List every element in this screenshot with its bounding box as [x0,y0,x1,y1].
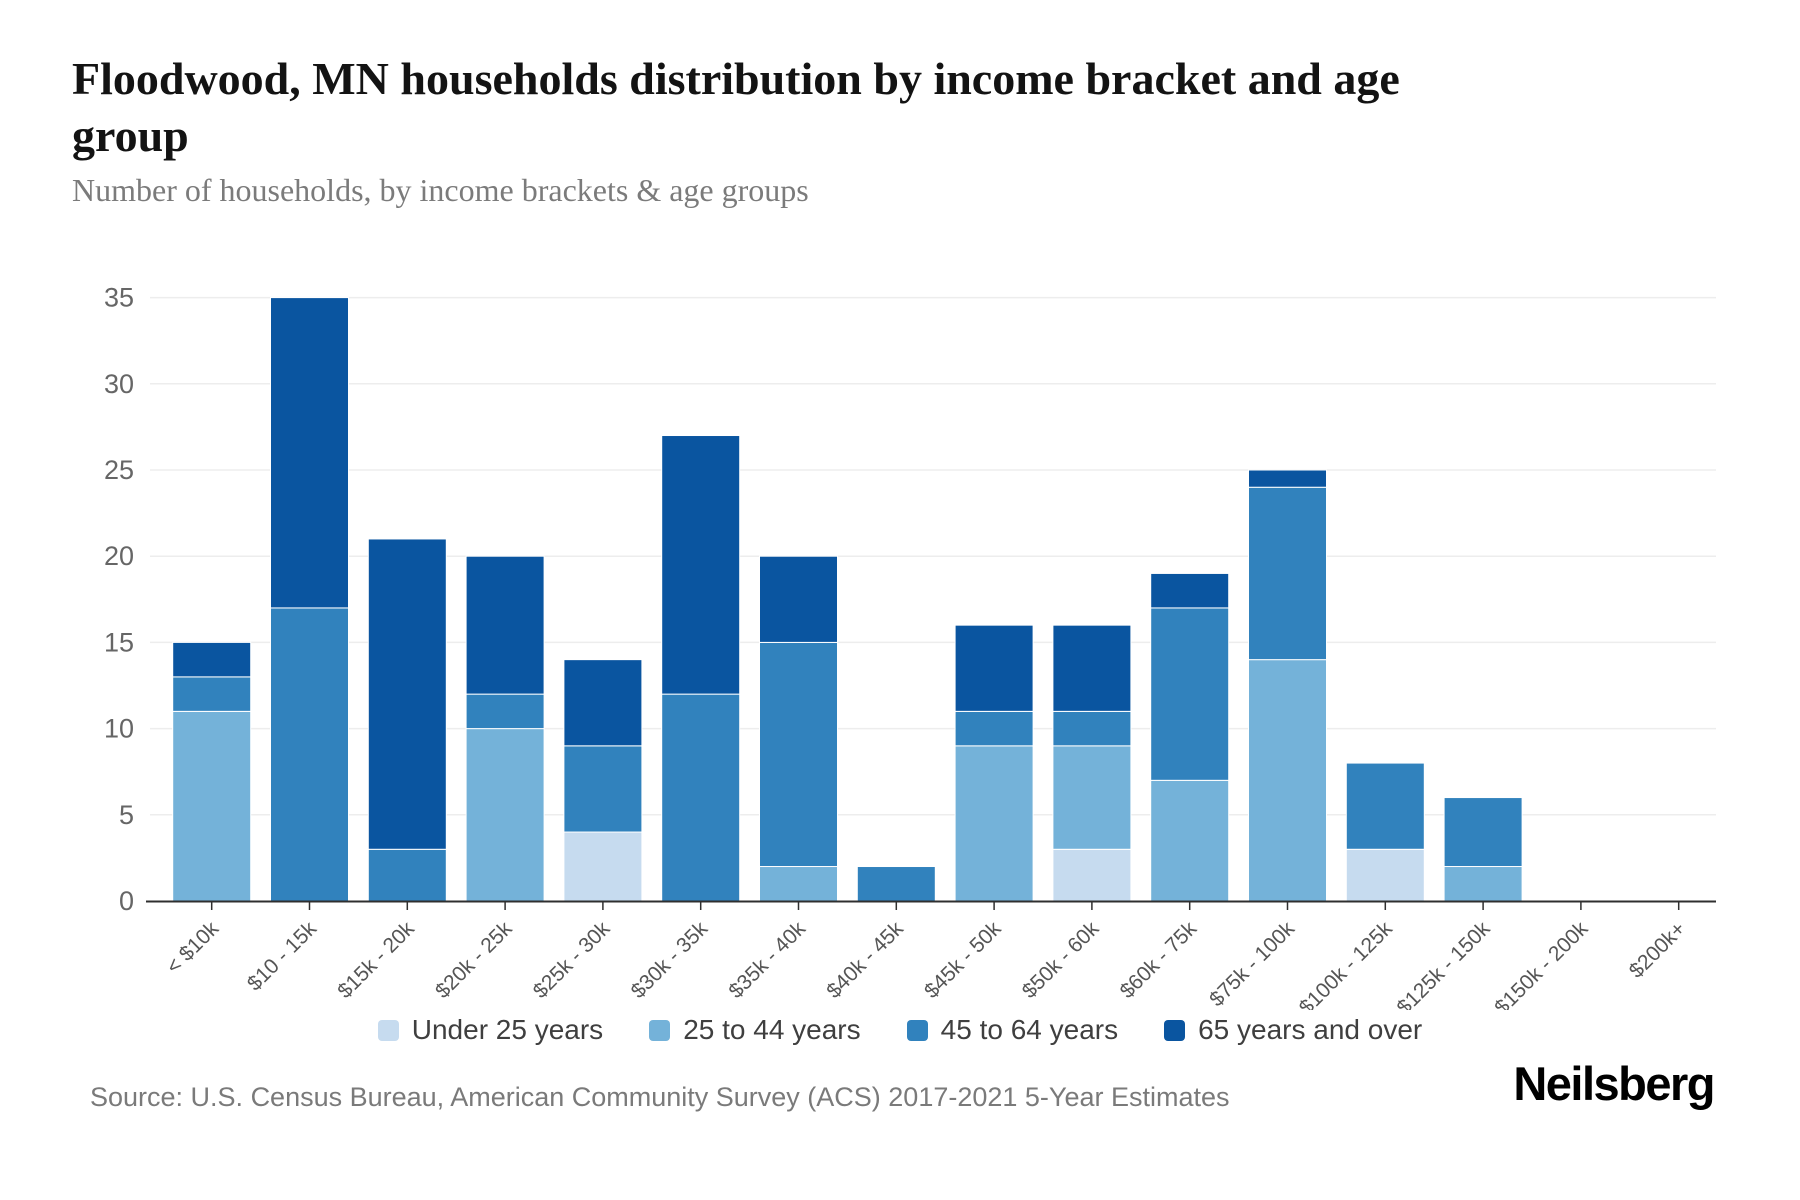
x-axis-category-label: $10 - 15k [243,917,322,996]
bar-segment-$35k - 40k-45 to 64 years[interactable] [759,641,838,868]
bar-segment-$10 - 15k-65 years and over[interactable] [270,297,349,609]
bar-segment-$30k - 35k-45 to 64 years[interactable] [661,693,741,902]
bar-segment-$60k - 75k-45 to 64 years[interactable] [1150,607,1230,781]
bar-segment-$75k - 100k-45 to 64 years[interactable] [1248,486,1327,661]
bar-segment-$45k - 50k-65 years and over[interactable] [954,624,1034,712]
bar-segment-$15k - 20k-65 years and over[interactable] [367,538,447,850]
y-axis-tick-label: 25 [104,455,134,485]
legend-item-25 to 44 years[interactable]: 25 to 44 years [649,1014,861,1046]
y-axis-tick-label: 20 [104,541,134,571]
bar-segment-$100k - 125k-45 to 64 years[interactable] [1345,762,1425,850]
legend-label: 65 years and over [1198,1014,1423,1045]
bar-segment-$20k - 25k-65 years and over[interactable] [465,555,545,695]
brand-logo: Neilsberg [1513,1057,1715,1110]
bar-segment-$40k - 45k-45 to 64 years[interactable] [856,866,936,902]
legend-label: 45 to 64 years [940,1014,1119,1045]
legend-label: 25 to 44 years [683,1014,861,1045]
legend-swatch-icon [1164,1019,1186,1041]
bar-segment-$100k - 125k-Under 25 years[interactable] [1345,848,1425,902]
chart-title: Floodwood, MN households distribution by… [72,53,1400,162]
x-axis-category-label: < $10k [162,917,224,979]
x-axis-category-label: $30k - 35k [627,917,713,1003]
legend-swatch-icon [649,1019,671,1041]
y-axis-tick-label: 15 [104,627,134,657]
bar-segment-< $10k-45 to 64 years[interactable] [172,676,252,712]
legend-item-45 to 64 years[interactable]: 45 to 64 years [906,1014,1119,1046]
legend-swatch-icon [377,1019,399,1041]
bar-segment-< $10k-25 to 44 years[interactable] [172,710,252,902]
bar-segment-$10 - 15k-45 to 64 years[interactable] [270,607,349,902]
bar-segment-$30k - 35k-65 years and over[interactable] [661,435,741,695]
bar-segment-$125k - 150k-25 to 44 years[interactable] [1443,866,1523,902]
bar-segment-< $10k-65 years and over[interactable] [172,641,252,678]
legend: Under 25 years 25 to 44 years 45 to 64 yea… [0,1014,1800,1046]
bar-segment-$35k - 40k-65 years and over[interactable] [759,555,838,643]
bar-segment-$60k - 75k-65 years and over[interactable] [1150,572,1230,609]
legend-swatch-icon [906,1019,928,1041]
x-axis-category-label: $15k - 20k [333,917,419,1003]
bar-segment-$75k - 100k-25 to 44 years[interactable] [1248,659,1327,902]
x-axis-category-label: $35k - 40k [724,917,810,1003]
x-axis-category-label: $50k - 60k [1018,917,1104,1003]
y-axis-tick-label: 0 [119,886,134,916]
x-axis-category-label: $45k - 50k [920,917,1006,1003]
x-axis-category-label: $125k - 150k [1393,917,1495,1010]
x-axis-category-label: $100k - 125k [1295,917,1397,1010]
y-axis-tick-label: 5 [119,800,134,830]
bar-segment-$20k - 25k-45 to 64 years[interactable] [465,693,545,730]
bar-segment-$35k - 40k-25 to 44 years[interactable] [759,866,838,902]
bar-segment-$125k - 150k-45 to 64 years[interactable] [1443,797,1523,868]
y-axis-tick-label: 30 [104,369,134,399]
bar-segment-$50k - 60k-65 years and over[interactable] [1052,624,1132,712]
bar-segment-$25k - 30k-Under 25 years[interactable] [563,831,643,902]
x-axis-category-label: $20k - 25k [431,917,517,1003]
bar-segment-$50k - 60k-Under 25 years[interactable] [1052,848,1132,902]
legend-item-Under 25 years[interactable]: Under 25 years [377,1014,604,1046]
chart-subtitle: Number of households, by income brackets… [72,172,809,208]
bar-segment-$45k - 50k-45 to 64 years[interactable] [954,710,1034,747]
source-text: Source: U.S. Census Bureau, American Com… [90,1082,1230,1112]
x-axis-category-label: $150k - 200k [1490,917,1592,1010]
x-axis-category-label: $200k+ [1625,917,1690,982]
x-axis-category-label: $25k - 30k [529,917,615,1003]
y-axis-tick-label: 10 [104,714,134,744]
legend-label: Under 25 years [411,1014,604,1045]
x-axis-category-label: $75k - 100k [1205,917,1299,1010]
y-axis-tick-label: 35 [104,283,134,313]
x-axis-category-label: $40k - 45k [822,917,908,1003]
bar-segment-$15k - 20k-45 to 64 years[interactable] [367,848,447,902]
bar-segment-$45k - 50k-25 to 44 years[interactable] [954,745,1034,902]
bar-segment-$25k - 30k-45 to 64 years[interactable] [563,745,643,833]
x-axis-category-label: $60k - 75k [1116,917,1202,1003]
bar-segment-$50k - 60k-45 to 64 years[interactable] [1052,710,1132,747]
bar-segment-$75k - 100k-65 years and over[interactable] [1248,469,1327,488]
bar-segment-$60k - 75k-25 to 44 years[interactable] [1150,779,1230,902]
bar-segment-$25k - 30k-65 years and over[interactable] [563,659,643,747]
bar-segment-$20k - 25k-25 to 44 years[interactable] [465,728,545,902]
bar-segment-$50k - 60k-25 to 44 years[interactable] [1052,745,1132,850]
legend-item-65 years and over[interactable]: 65 years and over [1164,1014,1422,1046]
